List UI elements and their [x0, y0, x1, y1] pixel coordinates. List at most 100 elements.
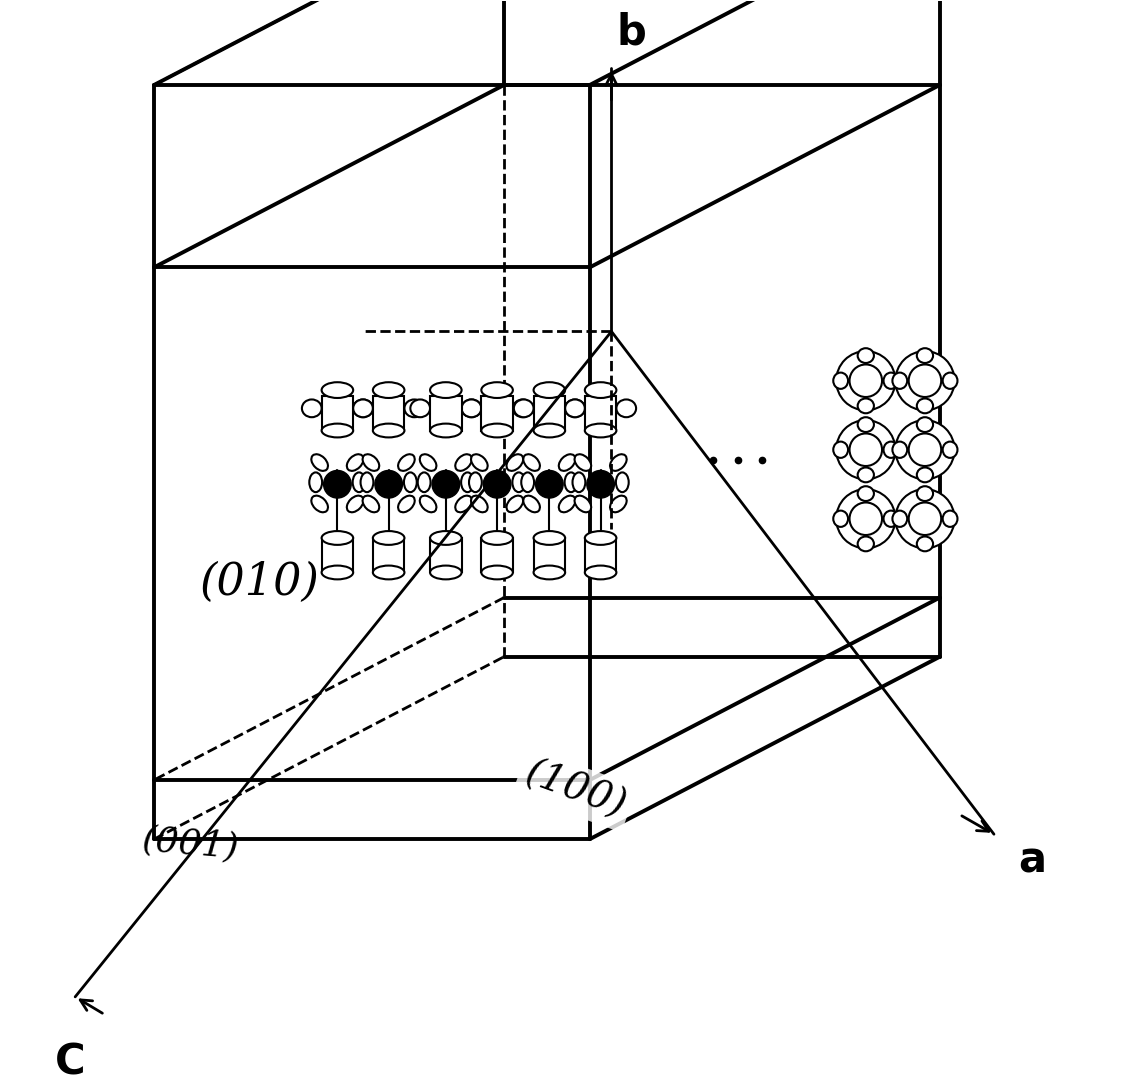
Ellipse shape	[572, 472, 585, 492]
Ellipse shape	[362, 495, 380, 513]
Polygon shape	[585, 538, 616, 573]
Ellipse shape	[346, 454, 364, 471]
Circle shape	[908, 364, 942, 397]
Ellipse shape	[610, 495, 626, 513]
Polygon shape	[482, 538, 513, 573]
Polygon shape	[533, 538, 565, 573]
Ellipse shape	[858, 537, 874, 551]
Circle shape	[432, 470, 460, 499]
Ellipse shape	[575, 454, 591, 471]
Circle shape	[908, 433, 942, 466]
Ellipse shape	[610, 454, 626, 471]
Ellipse shape	[883, 442, 898, 458]
Ellipse shape	[398, 495, 415, 513]
Ellipse shape	[916, 467, 933, 482]
Ellipse shape	[892, 373, 907, 388]
Ellipse shape	[420, 454, 436, 471]
Ellipse shape	[585, 531, 616, 544]
Ellipse shape	[373, 531, 405, 544]
Ellipse shape	[321, 382, 353, 398]
Ellipse shape	[461, 399, 482, 417]
Ellipse shape	[616, 399, 637, 417]
Text: (100): (100)	[520, 755, 631, 825]
Ellipse shape	[892, 442, 907, 458]
Ellipse shape	[455, 454, 471, 471]
Polygon shape	[321, 538, 353, 573]
Ellipse shape	[430, 382, 461, 398]
Polygon shape	[373, 396, 405, 431]
Ellipse shape	[405, 399, 424, 417]
Ellipse shape	[352, 472, 366, 492]
Ellipse shape	[916, 487, 933, 501]
Ellipse shape	[523, 495, 540, 513]
Ellipse shape	[858, 348, 874, 363]
Ellipse shape	[565, 399, 585, 417]
Ellipse shape	[302, 399, 321, 417]
Ellipse shape	[373, 565, 405, 579]
Ellipse shape	[533, 423, 565, 437]
Ellipse shape	[455, 495, 471, 513]
Ellipse shape	[471, 495, 487, 513]
Ellipse shape	[507, 495, 523, 513]
Ellipse shape	[507, 454, 523, 471]
Ellipse shape	[482, 565, 513, 579]
Ellipse shape	[565, 399, 585, 417]
Ellipse shape	[916, 348, 933, 363]
Circle shape	[836, 489, 896, 549]
Ellipse shape	[916, 417, 933, 432]
Polygon shape	[373, 538, 405, 573]
Ellipse shape	[858, 487, 874, 501]
Ellipse shape	[321, 531, 353, 544]
Circle shape	[896, 351, 954, 410]
Circle shape	[375, 470, 403, 499]
Ellipse shape	[943, 373, 958, 388]
Ellipse shape	[533, 382, 565, 398]
Ellipse shape	[513, 399, 532, 417]
Ellipse shape	[482, 423, 513, 437]
Ellipse shape	[833, 442, 848, 458]
Circle shape	[836, 351, 896, 410]
Ellipse shape	[321, 565, 353, 579]
Circle shape	[587, 470, 615, 499]
Ellipse shape	[482, 531, 513, 544]
Ellipse shape	[373, 382, 405, 398]
Ellipse shape	[575, 495, 591, 513]
Circle shape	[908, 503, 942, 535]
Ellipse shape	[321, 423, 353, 437]
Polygon shape	[321, 396, 353, 431]
Circle shape	[836, 420, 896, 479]
Ellipse shape	[430, 565, 461, 579]
Ellipse shape	[916, 398, 933, 413]
Polygon shape	[430, 396, 461, 431]
Text: C: C	[55, 1041, 86, 1083]
Ellipse shape	[585, 423, 616, 437]
Ellipse shape	[533, 531, 565, 544]
Ellipse shape	[362, 454, 380, 471]
Ellipse shape	[411, 399, 430, 417]
Polygon shape	[430, 538, 461, 573]
Ellipse shape	[943, 511, 958, 527]
Circle shape	[850, 433, 882, 466]
Ellipse shape	[418, 472, 430, 492]
Ellipse shape	[469, 472, 482, 492]
Ellipse shape	[461, 472, 474, 492]
Text: a: a	[1019, 839, 1046, 882]
Ellipse shape	[858, 467, 874, 482]
Ellipse shape	[943, 442, 958, 458]
Ellipse shape	[521, 472, 535, 492]
Ellipse shape	[585, 382, 616, 398]
Ellipse shape	[916, 537, 933, 551]
Text: (001): (001)	[141, 823, 241, 865]
Circle shape	[483, 470, 510, 499]
Ellipse shape	[564, 472, 577, 492]
Ellipse shape	[353, 399, 373, 417]
Ellipse shape	[461, 399, 482, 417]
Circle shape	[850, 364, 882, 397]
Ellipse shape	[585, 565, 616, 579]
Ellipse shape	[311, 495, 328, 513]
Ellipse shape	[430, 423, 461, 437]
Ellipse shape	[858, 417, 874, 432]
Circle shape	[896, 420, 954, 479]
Ellipse shape	[360, 472, 374, 492]
Ellipse shape	[559, 454, 576, 471]
